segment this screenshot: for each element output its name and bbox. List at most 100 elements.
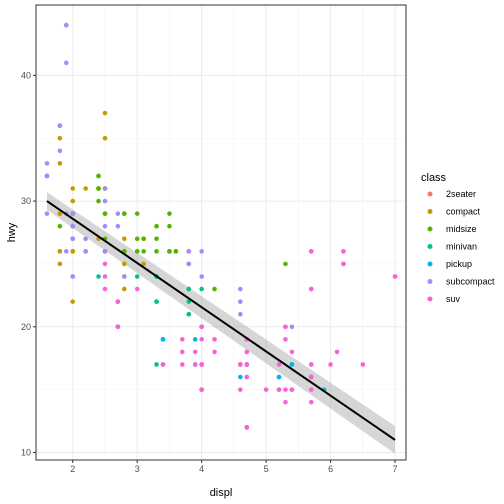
trend-line-path — [46, 200, 396, 441]
legend-label-midsize: midsize — [446, 224, 477, 234]
point-suv — [244, 362, 250, 367]
y-tick-label: 30 — [21, 196, 31, 206]
point-subcompact — [102, 198, 108, 204]
point-compact — [70, 299, 76, 304]
x-axis-title: displ — [210, 487, 233, 499]
plot-border — [35, 4, 407, 461]
point-minivan — [154, 299, 159, 304]
point-subcompact — [44, 161, 50, 166]
point-compact — [57, 249, 63, 254]
point-suv — [134, 286, 140, 292]
point-suv — [283, 324, 288, 330]
point-pickup — [276, 374, 282, 380]
trend-line — [46, 200, 396, 441]
point-suv — [276, 387, 282, 392]
point-subcompact — [70, 211, 76, 216]
x-tick-label: 2 — [70, 464, 75, 474]
point-compact — [57, 211, 63, 216]
point-subcompact — [57, 148, 63, 154]
point-suv — [289, 387, 295, 392]
point-suv — [341, 261, 346, 267]
point-minivan — [199, 286, 204, 292]
point-suv — [199, 337, 204, 342]
point-compact — [122, 236, 127, 242]
point-suv — [341, 249, 346, 254]
point-suv — [238, 362, 243, 367]
point-subcompact — [238, 299, 243, 304]
point-suv — [308, 286, 314, 292]
x-tick-label: 7 — [393, 464, 398, 474]
legend-title: class — [421, 172, 447, 184]
point-midsize — [173, 249, 179, 254]
confidence-band — [46, 192, 396, 454]
point-suv — [283, 337, 288, 342]
point-subcompact — [199, 249, 204, 254]
point-suv — [212, 349, 217, 355]
y-tick-label: 40 — [21, 70, 31, 80]
point-subcompact — [57, 123, 63, 128]
point-suv — [334, 349, 340, 355]
point-subcompact — [83, 249, 88, 254]
point-compact — [57, 161, 63, 166]
y-tick-label: 10 — [21, 447, 31, 457]
plot-panel — [36, 5, 406, 460]
point-subcompact — [186, 249, 192, 254]
point-minivan — [186, 286, 192, 292]
point-subcompact — [83, 236, 88, 242]
point-suv — [180, 349, 185, 355]
point-midsize — [167, 249, 172, 254]
point-pickup — [238, 374, 243, 380]
legend-key-2seater — [427, 191, 433, 197]
point-compact — [83, 186, 88, 191]
point-suv — [308, 249, 314, 254]
point-minivan — [186, 299, 192, 304]
point-midsize — [134, 236, 140, 242]
point-subcompact — [63, 60, 69, 66]
point-subcompact — [102, 249, 108, 254]
point-midsize — [102, 211, 108, 216]
point-compact — [141, 261, 146, 267]
point-suv — [283, 387, 288, 392]
point-minivan — [186, 311, 192, 317]
point-midsize — [134, 211, 140, 216]
point-suv — [308, 374, 314, 380]
legend: class 2seater compact midsize minivan pickup… — [421, 172, 495, 304]
grid-major — [36, 5, 406, 460]
point-midsize — [167, 211, 172, 216]
x-tick-label: 6 — [328, 464, 333, 474]
point-suv — [308, 362, 314, 367]
point-subcompact — [70, 274, 76, 279]
point-midsize — [154, 223, 159, 229]
point-compact — [122, 286, 127, 292]
point-suv — [180, 337, 185, 342]
point-midsize — [141, 236, 146, 242]
point-midsize — [154, 236, 159, 242]
point-subcompact — [238, 286, 243, 292]
point-minivan — [154, 362, 159, 367]
point-suv — [212, 337, 217, 342]
point-midsize — [96, 186, 101, 191]
point-suv — [263, 387, 269, 392]
point-subcompact — [186, 261, 192, 267]
point-subcompact — [44, 211, 50, 216]
point-suv — [308, 399, 314, 405]
point-compact — [70, 249, 76, 254]
legend-key-compact — [427, 209, 433, 214]
point-midsize — [283, 261, 288, 267]
point-minivan — [96, 274, 101, 279]
point-suv — [289, 349, 295, 355]
y-tick-label: 20 — [21, 322, 31, 332]
point-suv — [360, 362, 366, 367]
point-subcompact — [70, 236, 76, 242]
point-compact — [70, 186, 76, 191]
legend-key-suv — [427, 296, 433, 302]
point-suv — [102, 286, 108, 292]
point-minivan — [134, 274, 140, 279]
point-midsize — [212, 286, 217, 292]
x-tick-label: 4 — [199, 464, 204, 474]
point-suv — [238, 387, 243, 392]
point-suv — [102, 261, 108, 267]
point-compact — [102, 110, 108, 116]
legend-label-minivan: minivan — [446, 242, 477, 252]
point-pickup — [160, 337, 166, 342]
